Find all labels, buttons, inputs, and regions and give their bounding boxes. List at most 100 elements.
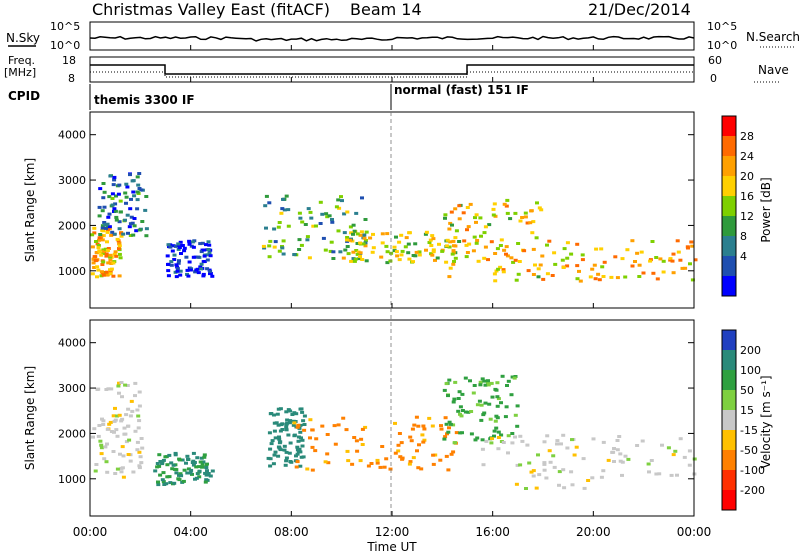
velocity-cell-3-29 [398, 455, 403, 459]
power-cell-0-54 [101, 234, 106, 238]
chart-title: Christmas Valley East (fitACF) [92, 0, 330, 19]
power-cell-4-7 [371, 232, 375, 236]
power-cell-2-26 [175, 265, 180, 269]
velocity-cell-2-12 [273, 436, 278, 440]
velocity-cell-4-26 [463, 410, 468, 414]
power-cell-2-62 [166, 243, 171, 247]
power-cell-6-75 [693, 258, 698, 262]
power-cell-6-88 [670, 259, 675, 263]
power-cell-3-72 [281, 252, 286, 256]
power-cell-0-22 [113, 250, 118, 254]
power-cell-5-15 [502, 202, 507, 206]
power-cell-3-42 [279, 211, 284, 215]
velocity-cell-1-46 [156, 480, 160, 484]
velocity-cell-0-18 [120, 445, 125, 449]
power-cell-2-88 [186, 274, 191, 278]
velocity-cell-4-45 [489, 381, 494, 385]
velocity-cell-5-14 [514, 482, 519, 486]
power-cell-2-76 [191, 255, 196, 259]
power-cell-5-73 [454, 229, 459, 233]
velocity-cell-4-41 [482, 379, 487, 383]
velocity-cell-4-86 [452, 397, 457, 401]
power-cell-3-0 [286, 224, 291, 228]
power-cell-1-29 [131, 190, 136, 194]
power-cell-0-19 [109, 233, 114, 237]
power-cell-0-45 [114, 254, 119, 258]
power-cell-5-79 [457, 204, 462, 208]
power-cell-0-35 [102, 249, 107, 253]
velocity-cell-5-20 [552, 465, 557, 469]
freq-label: Freq. [8, 54, 35, 67]
power-cell-6-38 [540, 254, 545, 258]
velocity-cell-2-83 [288, 441, 293, 445]
velocity-cell-0-57 [112, 419, 117, 423]
power-cell-6-73 [639, 250, 644, 254]
velocity-cell-2-26 [294, 412, 299, 416]
velocity-cell-1-79 [208, 474, 213, 478]
power-cell-2-87 [187, 242, 192, 246]
velocity-cell-4-18 [469, 432, 474, 436]
power-cell-6-27 [633, 260, 637, 263]
velocity-cell-5-29 [682, 455, 687, 459]
velocity-cell-5-79 [669, 473, 674, 477]
velocity-cell-3-71 [443, 416, 448, 420]
velocity-cell-0-51 [137, 466, 142, 470]
velocity-cell-5-54 [620, 473, 624, 477]
power-cell-4-48 [353, 257, 358, 261]
power-cbar-tick-3: 16 [740, 190, 754, 203]
velocity-cell-5-56 [618, 459, 623, 463]
power-cell-5-55 [498, 265, 503, 269]
power-cell-1-26 [124, 195, 129, 199]
power-cell-3-85 [327, 214, 332, 218]
power-cell-3-27 [354, 249, 359, 252]
velocity-cell-2-8 [302, 423, 307, 426]
power-cell-5-3 [478, 216, 483, 220]
velocity-cell-2-37 [272, 413, 276, 417]
velocity-cell-1-81 [155, 465, 160, 469]
power-cell-3-60 [264, 194, 269, 198]
power-cell-6-35 [650, 240, 655, 243]
velocity-cell-2-86 [288, 460, 293, 463]
velocity-cell-4-57 [495, 381, 500, 385]
power-cell-4-63 [431, 250, 436, 254]
velocity-cell-4-75 [494, 388, 499, 392]
power-cell-6-4 [637, 275, 642, 278]
velocity-cell-2-63 [284, 428, 289, 432]
power-cell-0-9 [92, 231, 97, 235]
velocity-cell-5-85 [496, 447, 501, 451]
power-cell-1-53 [101, 196, 106, 200]
velocity-cell-0-77 [115, 414, 120, 418]
power-cell-6-71 [561, 266, 566, 269]
velocity-cell-0-0 [140, 446, 145, 450]
power-cell-2-32 [198, 242, 203, 246]
velocity-cell-0-20 [133, 394, 137, 398]
velocity-cell-0-60 [129, 399, 134, 403]
velocity-cell-0-43 [126, 407, 131, 411]
power-cell-5-70 [538, 263, 543, 267]
power-cell-2-49 [205, 253, 210, 257]
x-tick-label-0: 00:00 [73, 525, 108, 539]
velocity-cell-2-21 [279, 423, 284, 427]
nave-tick-top: 60 [708, 54, 722, 67]
power-cell-6-59 [658, 257, 663, 261]
nsky-tick-top: 10^5 [50, 20, 80, 33]
velocity-cell-3-38 [344, 428, 349, 432]
power-cell-0-58 [117, 252, 122, 256]
power-cell-4-50 [431, 248, 436, 252]
power-cell-0-75 [108, 272, 113, 276]
velocity-cell-1-87 [203, 471, 208, 475]
power-cell-0-41 [106, 261, 111, 265]
power-cell-0-60 [100, 263, 105, 266]
power-cell-6-53 [580, 258, 585, 262]
power-cell-2-52 [202, 254, 207, 258]
velocity-cell-2-44 [295, 445, 300, 449]
velocity-cell-5-49 [626, 457, 631, 461]
power-cell-3-82 [292, 253, 297, 257]
velocity-cell-2-11 [284, 425, 289, 429]
velocity-cell-1-71 [160, 478, 165, 482]
velocity-cell-4-6 [495, 404, 500, 408]
velocity-cell-1-39 [205, 462, 209, 466]
velocity-cell-1-13 [174, 471, 179, 475]
power-cell-1-10 [135, 175, 140, 179]
velocity-cell-3-51 [417, 443, 421, 447]
